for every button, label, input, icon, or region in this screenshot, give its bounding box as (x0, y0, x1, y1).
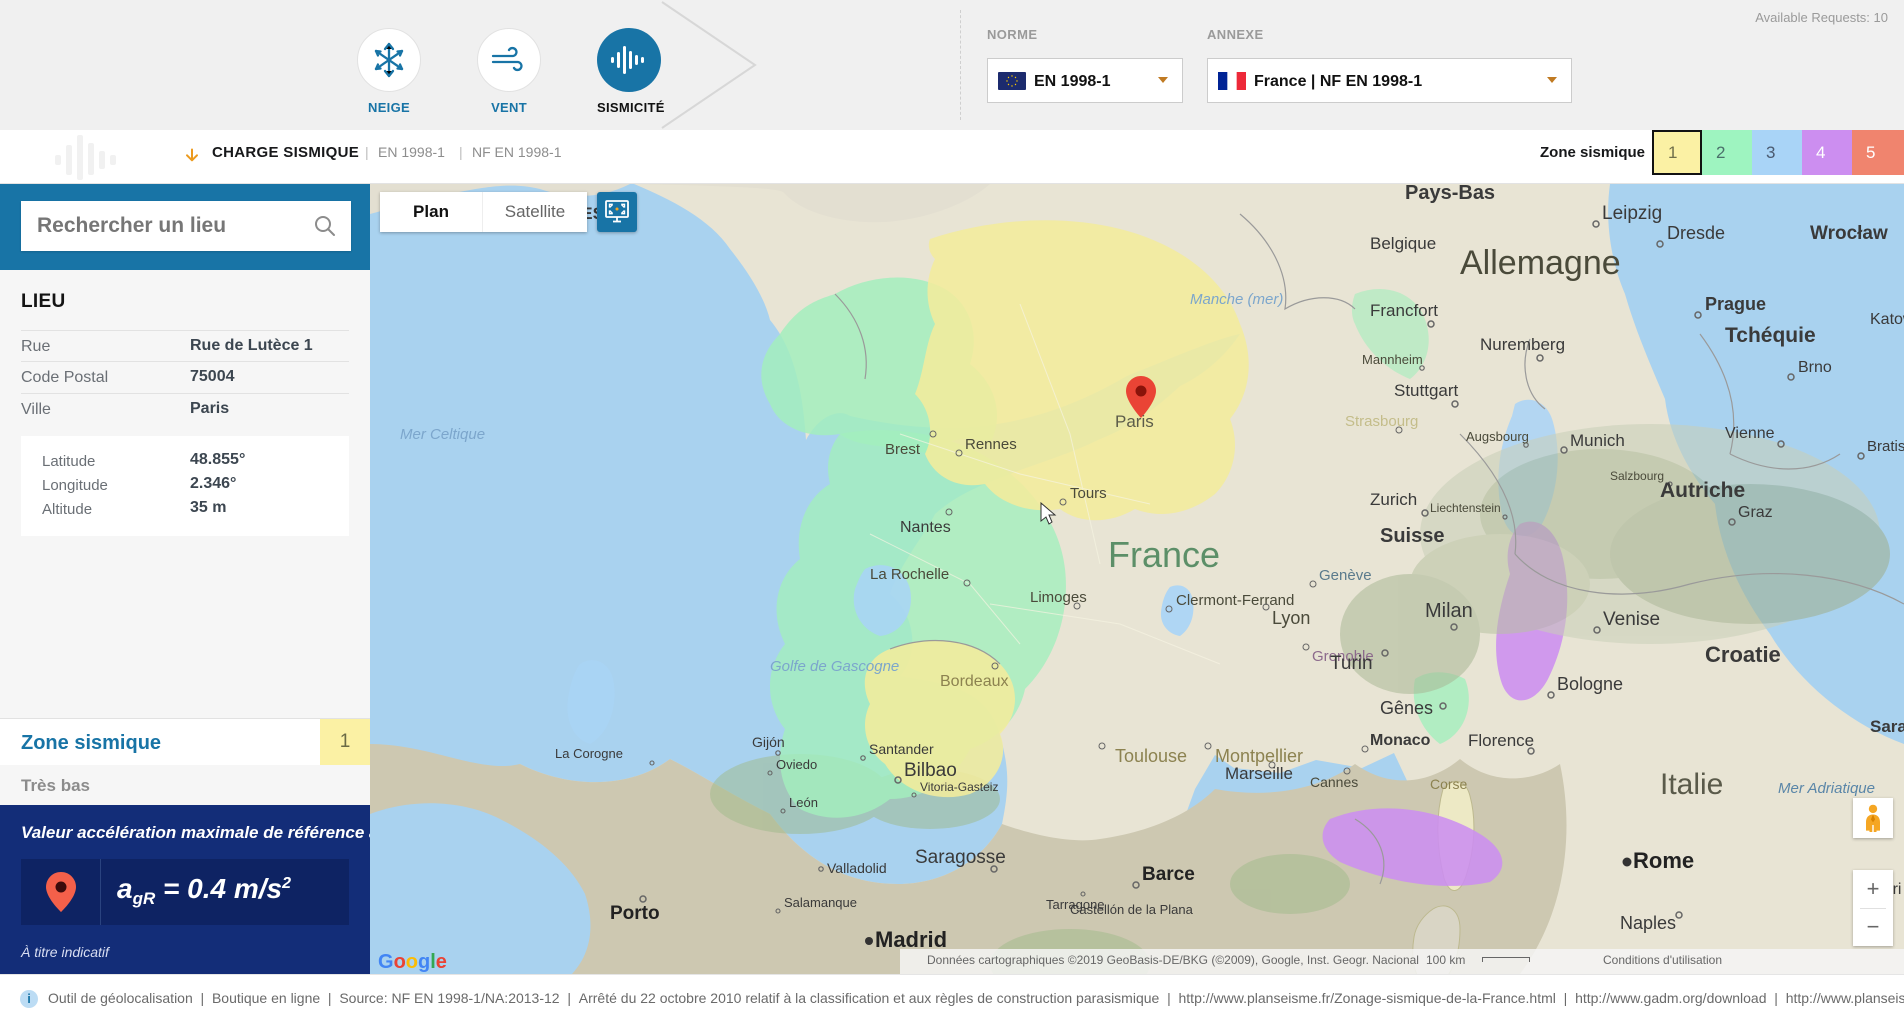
svg-text:Graz: Graz (1738, 504, 1773, 521)
svg-text:Gênes: Gênes (1380, 698, 1433, 718)
svg-text:Porto: Porto (610, 903, 660, 924)
svg-text:Bilbao: Bilbao (904, 760, 957, 781)
svg-text:Prague: Prague (1705, 294, 1766, 314)
svg-text:Italie: Italie (1660, 768, 1723, 801)
svg-text:Katowice: Katowice (1870, 311, 1904, 328)
svg-text:Francfort: Francfort (1370, 301, 1438, 320)
svg-text:Milan: Milan (1425, 600, 1473, 622)
svg-text:Marseille: Marseille (1225, 764, 1293, 783)
svg-text:Augsbourg: Augsbourg (1466, 429, 1529, 444)
svg-text:Croatie: Croatie (1705, 642, 1781, 667)
svg-text:Cannes: Cannes (1310, 774, 1358, 790)
svg-text:Strasbourg: Strasbourg (1345, 413, 1418, 430)
svg-text:Autriche: Autriche (1660, 479, 1745, 502)
svg-text:Monaco: Monaco (1370, 732, 1431, 749)
svg-text:Stuttgart: Stuttgart (1394, 381, 1459, 400)
svg-text:Mer Adriatique: Mer Adriatique (1778, 780, 1875, 797)
svg-text:Manche (mer): Manche (mer) (1190, 291, 1283, 308)
svg-text:La Corogne: La Corogne (555, 746, 623, 761)
svg-text:Santander: Santander (869, 741, 934, 757)
svg-text:Turin: Turin (1330, 653, 1373, 674)
svg-text:Nuremberg: Nuremberg (1480, 335, 1565, 354)
svg-text:Bratislava: Bratislava (1867, 438, 1904, 455)
svg-text:Corse: Corse (1430, 776, 1468, 792)
svg-text:Leipzig: Leipzig (1602, 203, 1662, 224)
svg-text:Sarajevo: Sarajevo (1870, 717, 1904, 736)
svg-text:Mannheim: Mannheim (1362, 352, 1423, 367)
svg-text:La Rochelle: La Rochelle (870, 566, 949, 583)
svg-text:Salamanque: Salamanque (784, 895, 857, 910)
svg-text:Barce: Barce (1142, 864, 1195, 885)
svg-text:Nantes: Nantes (900, 519, 951, 536)
svg-text:Rennes: Rennes (965, 436, 1017, 453)
svg-text:Golfe de Gascogne: Golfe de Gascogne (770, 658, 899, 675)
svg-text:Venise: Venise (1603, 609, 1660, 630)
svg-text:France: France (1108, 534, 1220, 575)
svg-text:Belgique: Belgique (1370, 234, 1436, 253)
svg-text:Bordeaux: Bordeaux (940, 673, 1009, 690)
svg-text:Munich: Munich (1570, 431, 1625, 450)
svg-text:Oviedo: Oviedo (776, 757, 817, 772)
svg-text:Genève: Genève (1319, 567, 1372, 584)
svg-text:Pays-Bas: Pays-Bas (1405, 184, 1495, 204)
svg-text:Dresde: Dresde (1667, 223, 1725, 243)
svg-text:Wrocław: Wrocław (1810, 223, 1888, 244)
svg-text:Rome: Rome (1633, 848, 1694, 873)
svg-text:Allemagne: Allemagne (1460, 244, 1621, 282)
svg-text:Vienne: Vienne (1725, 425, 1775, 442)
svg-text:Florence: Florence (1468, 731, 1534, 750)
svg-text:Tarragone: Tarragone (1046, 897, 1105, 912)
svg-text:Gijón: Gijón (752, 734, 785, 750)
svg-text:Limoges: Limoges (1030, 589, 1087, 606)
svg-text:Saragosse: Saragosse (915, 847, 1006, 868)
svg-text:Liechtenstein: Liechtenstein (1430, 501, 1501, 515)
svg-text:Toulouse: Toulouse (1115, 746, 1187, 766)
svg-text:Tchéquie: Tchéquie (1725, 324, 1816, 347)
svg-text:Zurich: Zurich (1370, 490, 1417, 509)
svg-text:Bologne: Bologne (1557, 674, 1623, 694)
svg-text:León: León (789, 795, 818, 810)
svg-text:Suisse: Suisse (1380, 525, 1444, 547)
svg-text:Naples: Naples (1620, 913, 1676, 933)
svg-text:Brest: Brest (885, 441, 921, 458)
svg-text:Lyon: Lyon (1272, 608, 1310, 628)
svg-text:Clermont-Ferrand: Clermont-Ferrand (1176, 592, 1294, 609)
svg-text:Montpellier: Montpellier (1215, 746, 1303, 766)
svg-text:Salzbourg: Salzbourg (1610, 469, 1664, 483)
svg-text:Tours: Tours (1070, 485, 1107, 502)
svg-text:Vitoria-Gasteiz: Vitoria-Gasteiz (920, 780, 998, 794)
svg-text:Mer Celtique: Mer Celtique (400, 426, 485, 443)
svg-text:Valladolid: Valladolid (827, 860, 887, 876)
svg-text:Brno: Brno (1798, 359, 1832, 376)
